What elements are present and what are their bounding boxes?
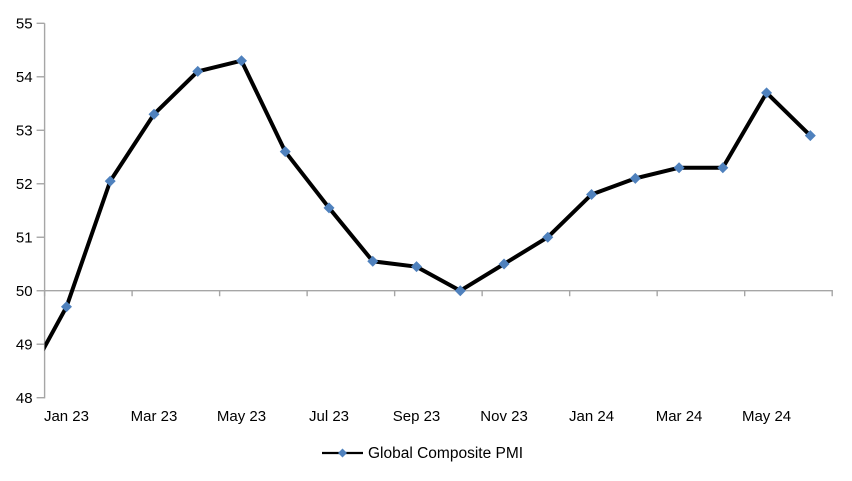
legend: Global Composite PMI bbox=[322, 445, 523, 462]
x-tick-label: Mar 24 bbox=[656, 408, 703, 425]
x-tick-label: Nov 23 bbox=[480, 408, 528, 425]
data-point-marker bbox=[279, 146, 291, 158]
x-tick-label: May 23 bbox=[217, 408, 266, 425]
data-point-marker bbox=[323, 202, 335, 214]
y-tick-label: 49 bbox=[16, 337, 33, 354]
data-point-marker bbox=[542, 231, 554, 243]
y-tick-label: 52 bbox=[16, 176, 33, 193]
data-point-marker bbox=[192, 65, 204, 77]
series-line bbox=[44, 58, 813, 352]
series-global-composite-pmi bbox=[44, 55, 816, 352]
data-point-marker bbox=[367, 255, 379, 267]
x-tick-label: May 24 bbox=[742, 408, 791, 425]
y-tick-label: 50 bbox=[16, 283, 33, 300]
data-point-marker bbox=[498, 258, 510, 270]
legend-label: Global Composite PMI bbox=[368, 445, 523, 462]
legend-marker-diamond-icon bbox=[338, 448, 347, 458]
data-point-marker bbox=[586, 188, 598, 200]
y-tick-label: 54 bbox=[16, 69, 33, 86]
x-tick-label: Jan 23 bbox=[44, 408, 89, 425]
data-point-marker bbox=[236, 55, 247, 67]
data-point-marker bbox=[673, 162, 685, 174]
data-point-marker bbox=[148, 108, 160, 120]
y-tick-label: 48 bbox=[16, 390, 33, 407]
x-axis: Jan 23 Mar 23 May 23 Jul 23 Sep 23 Nov 23 Jan … bbox=[43, 290, 833, 425]
data-point-marker bbox=[629, 172, 641, 184]
x-tick-label: Mar 23 bbox=[131, 408, 178, 425]
data-point-marker bbox=[804, 130, 816, 142]
data-point-marker bbox=[104, 175, 116, 187]
y-tick-label: 55 bbox=[16, 16, 33, 33]
data-point-marker bbox=[60, 301, 72, 313]
x-tick-label: Jul 23 bbox=[309, 408, 349, 425]
data-point-marker bbox=[761, 87, 773, 99]
x-tick-label: Jan 24 bbox=[569, 408, 614, 425]
y-axis: 55 54 53 52 51 50 49 48 bbox=[16, 16, 46, 407]
data-point-marker bbox=[454, 285, 466, 297]
y-tick-label: 53 bbox=[16, 123, 33, 140]
x-tick-label: Sep 23 bbox=[393, 408, 441, 425]
y-tick-label: 51 bbox=[16, 230, 33, 247]
data-point-marker bbox=[717, 162, 729, 174]
data-point-marker bbox=[411, 261, 423, 273]
